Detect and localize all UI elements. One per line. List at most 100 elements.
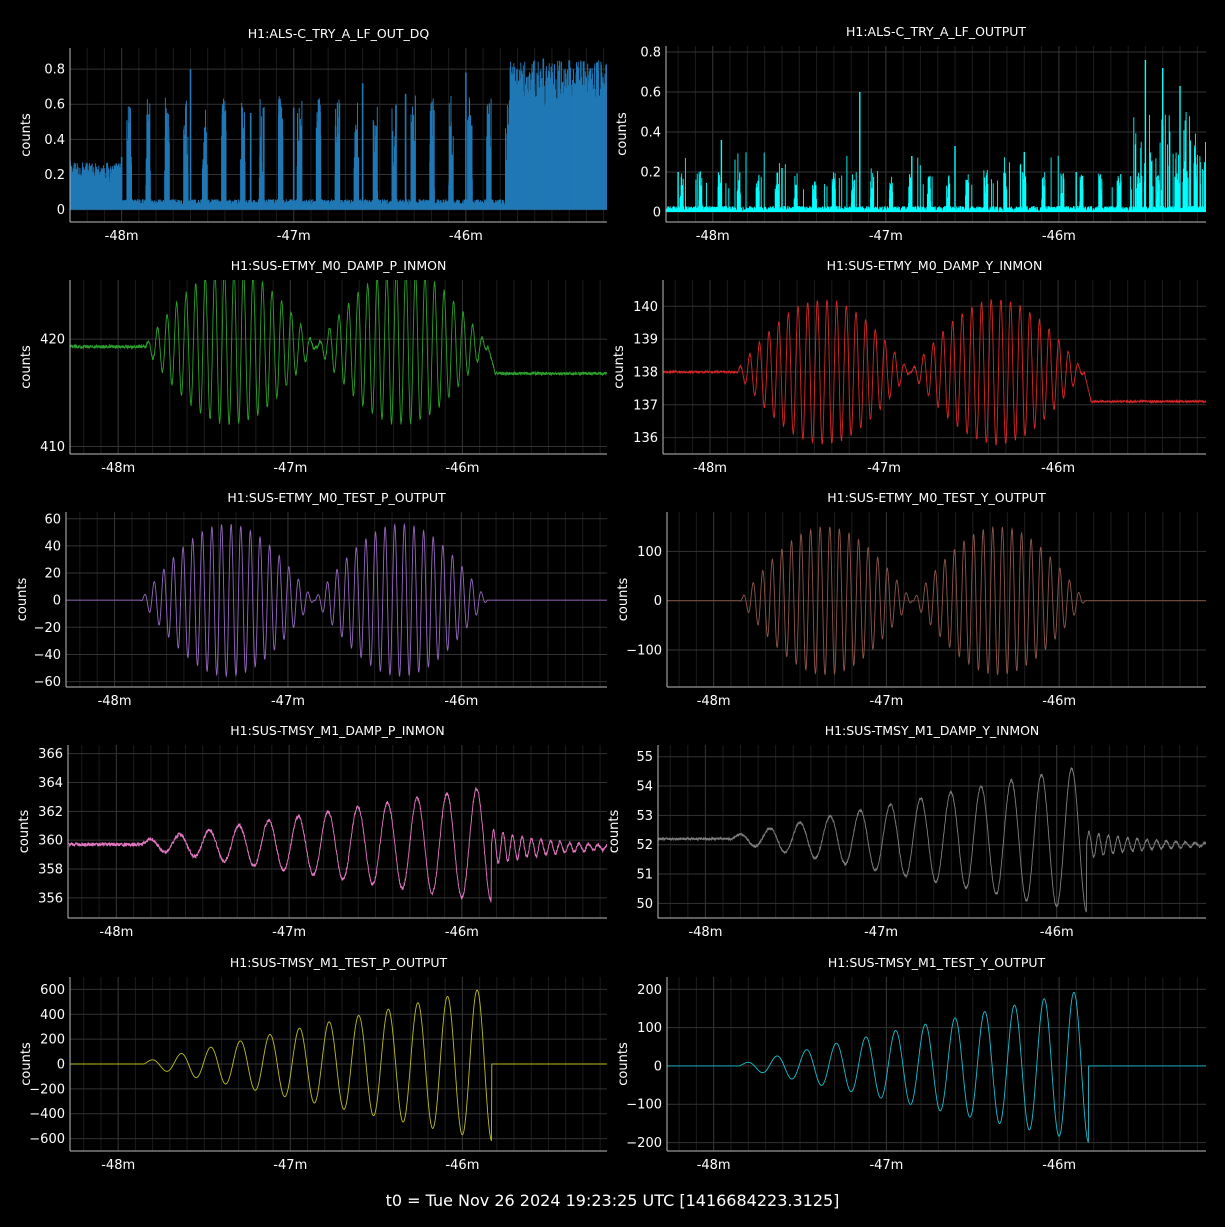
x-tick-label: -46m [1042,229,1076,244]
y-tick-label: 200 [40,1033,65,1048]
y-tick-label: 52 [636,838,653,853]
y-tick-label: 40 [44,539,61,554]
series-line [70,989,607,1142]
y-tick-label: 366 [38,747,63,762]
y-tick-label: −400 [29,1107,65,1122]
y-axis-label: counts [19,113,34,157]
y-axis-label: counts [19,345,34,389]
y-tick-label: 137 [633,398,658,413]
x-tick-label: -46m [449,229,483,244]
series-line [667,991,1206,1143]
x-tick-label: -47m [271,694,305,709]
x-tick-label: -47m [867,461,901,476]
y-tick-label: 54 [636,780,653,795]
series-peaks [70,58,605,210]
x-tick-label: -46m [1042,1158,1076,1173]
minor-grid [83,280,601,454]
y-tick-label: 364 [38,776,63,791]
x-tick-label: -47m [869,229,903,244]
y-tick-label: 362 [38,805,63,820]
x-tick-label: -46m [1041,461,1075,476]
y-tick-label: 55 [636,750,653,765]
y-tick-label: 0.2 [640,166,661,181]
y-tick-label: 20 [44,567,61,582]
y-tick-label: 53 [636,809,653,824]
y-tick-label: −100 [626,644,662,659]
x-tick-label: -46m [1042,694,1076,709]
y-tick-label: 0 [654,1059,662,1074]
chart-panel-6: -48m -47m -46m −100 0 100 H1:SUS-ETMY_M0_TEST_… [616,490,1206,709]
y-tick-label: −60 [34,675,61,690]
y-tick-label: 60 [44,512,61,527]
minor-grid [678,512,1198,687]
y-tick-label: −100 [626,1098,662,1113]
chart-panel-4: -48m -47m -46m 136 137 138 139 140 H1:SUS-ETMY_M… [612,258,1206,476]
y-tick-label: 140 [633,300,658,315]
chart-panel-7: -48m -47m -46m 356 358 360 362 364 366 H1:SUS-TMS… [17,723,607,940]
y-tick-label: 100 [637,1021,662,1036]
x-tick-label: -48m [101,461,135,476]
y-axis-label: counts [616,578,631,622]
chart-panel-1: -48m -47m -46m 0 0.2 0.4 0.6 0.8 H1:ALS-C_TRY_A_… [19,26,607,244]
y-tick-label: −200 [29,1082,65,1097]
y-tick-label: 136 [633,431,658,446]
minor-grid [669,745,1198,918]
series-line [663,298,1206,446]
x-tick-label: -47m [273,1158,307,1173]
chart-title: H1:SUS-ETMY_M0_TEST_P_OUTPUT [227,490,446,505]
y-tick-label: 100 [637,545,662,560]
x-tick-label: -46m [445,461,479,476]
chart-title: H1:SUS-TMSY_M1_DAMP_P_INMON [230,723,445,738]
y-tick-label: 200 [637,983,662,998]
minor-grid [79,512,601,687]
chart-panel-2: -48m -47m -46m 0 0.2 0.4 0.6 0.8 H1:ALS-C_TRY_A_… [615,24,1206,244]
chart-title: H1:SUS-TMSY_M1_TEST_Y_OUTPUT [828,955,1046,970]
series-line [70,60,607,210]
chart-panel-8: -48m -47m -46m 50 51 52 53 54 55 H1:SUS-TMSY_M1_D… [607,723,1206,940]
y-tick-label: 0.4 [44,133,65,148]
chart-title: H1:SUS-ETMY_M0_TEST_Y_OUTPUT [827,490,1046,505]
x-tick-label: -46m [445,1158,479,1173]
y-tick-label: 360 [38,834,63,849]
y-tick-label: 0.8 [640,46,661,61]
series-line [68,786,607,904]
chart-title: H1:ALS-C_TRY_A_LF_OUT_DQ [248,26,430,41]
y-axis-label: counts [612,345,627,389]
minor-grid [81,745,601,918]
series-peaks [677,60,1181,212]
chart-title: H1:ALS-C_TRY_A_LF_OUTPUT [846,24,1026,39]
x-tick-label: -48m [101,1158,135,1173]
chart-panel-3: -48m -47m -46m 410 420 H1:SUS-ETMY_M0_DAMP_P_… [19,258,607,476]
series-line [66,522,607,678]
chart-title: H1:SUS-TMSY_M1_DAMP_Y_INMON [825,723,1040,738]
x-tick-label: -48m [696,229,730,244]
x-tick-label: -48m [105,229,139,244]
y-tick-label: −200 [626,1136,662,1151]
y-axis-label: counts [19,1042,34,1086]
y-tick-label: 51 [636,868,653,883]
chart-panel-10: -48m -47m -46m −200 −100 0 100 200 H1:SUS-TMSY_M… [616,955,1206,1173]
x-tick-label: -48m [98,694,132,709]
y-tick-label: 138 [633,365,658,380]
t0-caption: t0 = Tue Nov 26 2024 19:23:25 UTC [14166… [385,1191,840,1210]
y-axis-label: counts [615,112,630,156]
y-tick-label: 139 [633,333,658,348]
x-tick-label: -48m [693,461,727,476]
y-tick-label: 0 [653,206,661,221]
y-tick-label: −600 [29,1132,65,1147]
y-tick-label: −20 [34,621,61,636]
x-tick-label: -47m [869,694,903,709]
chart-title: H1:SUS-TMSY_M1_TEST_P_OUTPUT [230,955,448,970]
chart-title: H1:SUS-ETMY_M0_DAMP_P_INMON [231,258,447,273]
x-tick-label: -46m [445,925,479,940]
series-line [658,766,1206,913]
series-line [667,525,1206,676]
x-tick-label: -46m [1040,925,1074,940]
y-tick-label: 358 [38,862,63,877]
y-axis-label: counts [17,810,32,854]
y-axis-label: counts [607,810,622,854]
y-tick-label: 0.6 [640,86,661,101]
y-tick-label: 0 [57,203,65,218]
chart-title: H1:SUS-ETMY_M0_DAMP_Y_INMON [827,258,1043,273]
